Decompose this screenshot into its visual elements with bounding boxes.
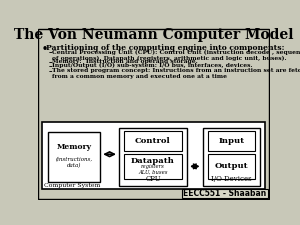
Text: The stored program concept: Instructions from an instruction set are fetched
fro: The stored program concept: Instructions… (52, 68, 300, 79)
Text: –: – (48, 68, 52, 74)
Text: Control: Control (135, 137, 171, 145)
Text: CPU: CPU (145, 175, 161, 183)
FancyBboxPatch shape (202, 128, 260, 186)
FancyBboxPatch shape (119, 128, 187, 186)
FancyBboxPatch shape (48, 132, 100, 182)
Text: Output: Output (214, 162, 248, 170)
Text: Memory: Memory (56, 143, 92, 151)
Text: Partitioning of the computing engine into components:: Partitioning of the computing engine int… (46, 44, 284, 52)
FancyBboxPatch shape (182, 189, 268, 198)
FancyBboxPatch shape (124, 154, 182, 179)
Text: (instructions,
data): (instructions, data) (56, 157, 92, 168)
Text: Central Processing Unit (CPU): Control Unit (instruction decode , sequencing
of : Central Processing Unit (CPU): Control U… (52, 49, 300, 61)
FancyBboxPatch shape (124, 131, 182, 151)
Text: Memory:  Instruction and operand storage.: Memory: Instruction and operand storage. (52, 58, 198, 64)
Text: –: – (48, 49, 52, 55)
Text: Datapath: Datapath (131, 157, 175, 165)
Text: •: • (41, 44, 47, 54)
FancyBboxPatch shape (208, 131, 254, 151)
FancyBboxPatch shape (208, 154, 254, 179)
Text: I/O Devices: I/O Devices (211, 175, 252, 183)
FancyBboxPatch shape (42, 122, 265, 189)
Text: –: – (48, 58, 52, 65)
Text: Input: Input (218, 137, 244, 145)
Text: Input/Output (I/O) sub-system: I/O bus, interfaces, devices.: Input/Output (I/O) sub-system: I/O bus, … (52, 63, 253, 68)
Text: EECC551 - Shaaban: EECC551 - Shaaban (183, 189, 267, 198)
Text: registers
ALU, buses: registers ALU, buses (138, 164, 168, 175)
Text: Computer System: Computer System (44, 183, 101, 188)
Text: The Von Neumann Computer Model: The Von Neumann Computer Model (14, 29, 293, 43)
Text: –: – (48, 63, 52, 69)
